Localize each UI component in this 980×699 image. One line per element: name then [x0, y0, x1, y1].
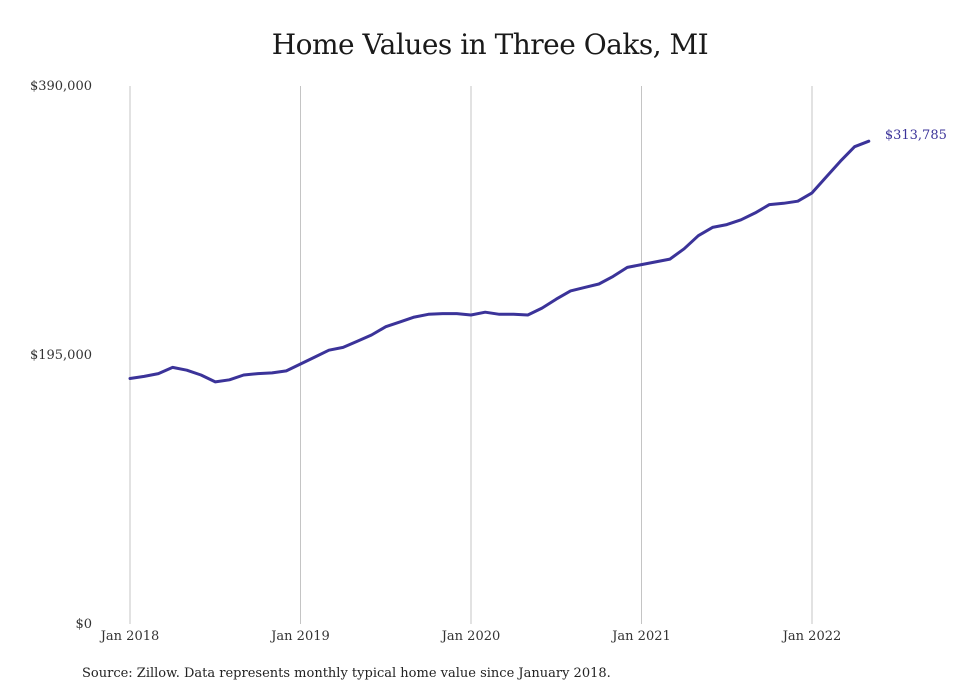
- x-tick-label: Jan 2018: [99, 629, 160, 644]
- y-tick-label: $195,000: [30, 348, 92, 363]
- source-note: Source: Zillow. Data represents monthly …: [82, 666, 611, 681]
- x-tick-label: Jan 2021: [610, 629, 671, 644]
- series-layer: [128, 139, 871, 384]
- y-axis-ticks: $0 $195,000 $390,000: [30, 79, 92, 632]
- label-layer: $313,785: [885, 128, 947, 143]
- y-tick-label: $390,000: [30, 79, 92, 94]
- y-tick-label: $0: [75, 617, 92, 632]
- x-axis-ticks: Jan 2018 Jan 2019 Jan 2020 Jan 2021 Jan 2022: [99, 629, 842, 644]
- series-line: [128, 139, 871, 384]
- gridlines: [129, 86, 813, 624]
- chart-title: Home Values in Three Oaks, MI: [271, 28, 709, 61]
- end-value-label: $313,785: [885, 128, 947, 143]
- x-tick-label: Jan 2022: [781, 629, 842, 644]
- x-tick-label: Jan 2019: [269, 629, 330, 644]
- x-tick-label: Jan 2020: [440, 629, 501, 644]
